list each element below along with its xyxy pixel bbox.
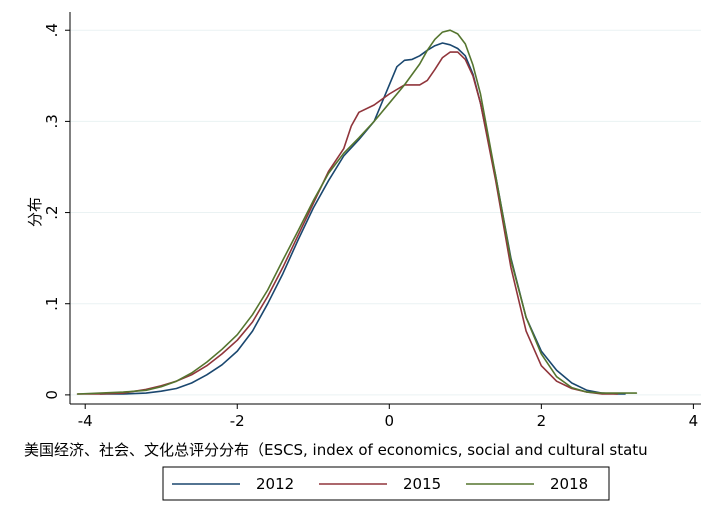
series-line-2018 (76, 29, 638, 395)
axes (69, 12, 701, 405)
tick-labels: 0 .1 .2 .3 .4 -4 -2 0 2 4 (43, 23, 698, 430)
y-tick-label: .1 (43, 297, 61, 311)
legend-label-2018: 2018 (550, 475, 588, 493)
x-tick-label: -2 (230, 412, 245, 430)
grid-lines (70, 29, 701, 396)
series-lines (76, 29, 638, 395)
legend-label-2015: 2015 (403, 475, 441, 493)
x-tick-label: 4 (689, 412, 699, 430)
x-tick-label: 0 (385, 412, 395, 430)
y-tick-label: .4 (43, 23, 61, 37)
series-line-2015 (76, 51, 619, 395)
legend-label-2012: 2012 (256, 475, 294, 493)
y-axis-label: 分布 (26, 197, 44, 227)
x-axis-label: 美国经济、社会、文化总评分分布（ESCS, index of economics… (24, 441, 648, 459)
x-tick-label: -4 (78, 412, 93, 430)
x-tick-label: 2 (537, 412, 547, 430)
y-tick-label: .2 (43, 205, 61, 219)
legend: 2012 2015 2018 (162, 466, 610, 501)
y-tick-label: 0 (43, 390, 61, 400)
y-tick-label: .3 (43, 114, 61, 128)
